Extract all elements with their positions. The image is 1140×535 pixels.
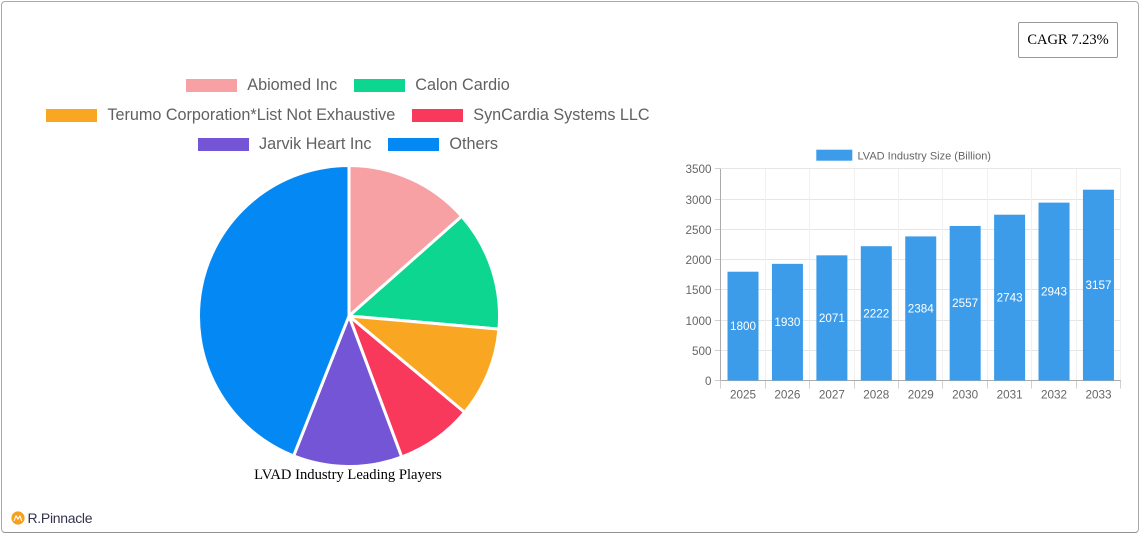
svg-text:LVAD Industry Size (Billion): LVAD Industry Size (Billion) [858, 151, 991, 163]
svg-text:2029: 2029 [908, 389, 934, 402]
svg-text:2026: 2026 [774, 389, 800, 402]
svg-text:1800: 1800 [730, 320, 757, 333]
svg-text:2222: 2222 [863, 307, 889, 320]
svg-text:2743: 2743 [997, 292, 1023, 305]
svg-text:2033: 2033 [1085, 389, 1111, 402]
svg-text:500: 500 [692, 345, 712, 358]
svg-text:2000: 2000 [685, 254, 712, 267]
svg-text:1930: 1930 [774, 316, 801, 329]
svg-text:3000: 3000 [685, 194, 712, 207]
svg-text:2943: 2943 [1041, 286, 1067, 299]
svg-text:2030: 2030 [952, 389, 979, 402]
svg-text:3157: 3157 [1085, 279, 1111, 292]
svg-text:1000: 1000 [685, 315, 712, 328]
svg-text:2025: 2025 [730, 389, 757, 402]
svg-text:2500: 2500 [685, 224, 712, 237]
svg-text:2384: 2384 [908, 302, 935, 315]
svg-text:2071: 2071 [819, 312, 845, 325]
svg-text:2031: 2031 [997, 389, 1023, 402]
svg-text:3500: 3500 [685, 163, 712, 176]
svg-text:2557: 2557 [952, 297, 978, 310]
svg-text:2032: 2032 [1041, 389, 1067, 402]
svg-text:2028: 2028 [863, 389, 889, 402]
svg-text:0: 0 [705, 375, 712, 388]
svg-text:1500: 1500 [685, 284, 712, 297]
svg-text:2027: 2027 [819, 389, 845, 402]
